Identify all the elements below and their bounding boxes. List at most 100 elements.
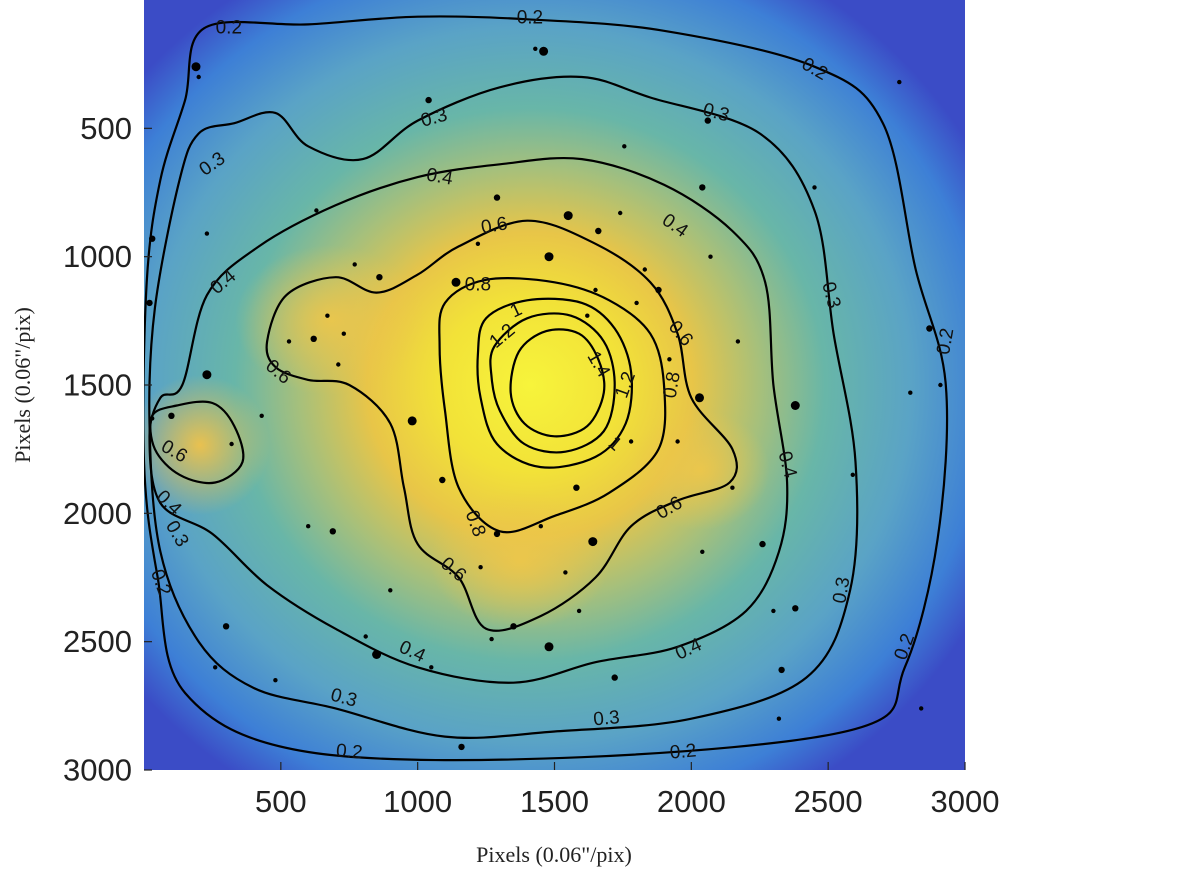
point-source [388, 588, 393, 593]
contour-label-text: 0.2 [335, 740, 363, 763]
point-source [771, 608, 776, 614]
contour-level-0-8-5 [438, 277, 667, 534]
point-sources [146, 46, 943, 751]
point-source [146, 299, 153, 307]
point-source [595, 227, 602, 235]
contour-label-text: 0.3 [592, 707, 620, 730]
point-source [493, 194, 501, 201]
y-tick-label: 2500 [63, 624, 132, 659]
point-source [538, 524, 543, 529]
point-source [563, 570, 568, 575]
contour-label: 0.4 [425, 164, 455, 189]
point-source [489, 636, 494, 642]
point-source [634, 300, 639, 306]
point-source [655, 286, 662, 294]
point-source [325, 313, 330, 318]
point-source [229, 441, 234, 447]
heat-blob-east [630, 410, 770, 530]
point-source [735, 339, 741, 344]
contour-label: 0.2 [335, 740, 363, 763]
heatmap-background [144, 0, 965, 770]
point-source [314, 208, 319, 213]
point-source [759, 540, 766, 548]
contour-label-text: 0.8 [660, 370, 685, 400]
contour-label-text: 0.8 [465, 274, 491, 295]
x-axis-ticks: 500 1000 1500 2000 2500 3000 [255, 762, 999, 819]
point-source [588, 537, 598, 547]
contour-label: 0.3 [829, 575, 854, 605]
y-axis-label: Pixels (0.06"/pix) [10, 307, 35, 463]
point-source [642, 267, 647, 272]
point-source [510, 623, 517, 630]
contour-label: 0.2 [933, 327, 958, 357]
point-source [593, 287, 598, 293]
contour-label-text: 0.6 [479, 213, 509, 238]
heat-blob-northwest [235, 245, 425, 395]
point-source [919, 706, 924, 711]
point-source [475, 241, 481, 246]
point-source [926, 325, 933, 332]
point-source [310, 335, 317, 342]
x-tick-label: 2000 [657, 784, 726, 819]
contour-level-0-2-0 [144, 15, 949, 762]
point-source [792, 605, 799, 612]
point-source [533, 46, 538, 51]
point-source [149, 235, 156, 242]
point-source [585, 313, 590, 318]
point-source [850, 472, 855, 477]
point-source [407, 416, 417, 426]
contour-label: 0.2 [669, 740, 697, 763]
contour-level-1-4-8 [509, 328, 606, 438]
point-source [708, 254, 713, 259]
x-axis-label: Pixels (0.06"/pix) [476, 842, 632, 867]
point-source [539, 46, 549, 56]
contour-level-0-6-3 [265, 219, 738, 632]
point-source [812, 185, 817, 190]
point-source [191, 62, 201, 72]
point-source [544, 642, 554, 652]
contour-label-text: 0.4 [425, 164, 455, 189]
point-source [425, 96, 432, 104]
x-tick-label: 500 [255, 784, 307, 819]
point-source [897, 79, 902, 85]
contour-label: 0.2 [216, 18, 242, 39]
point-source [493, 530, 501, 538]
contour-lines [144, 15, 949, 762]
point-source [372, 650, 382, 659]
point-source [667, 357, 672, 362]
point-source [273, 678, 278, 683]
point-source [675, 439, 680, 444]
point-source [429, 665, 434, 670]
point-source [341, 331, 346, 336]
contour-level-1-2-7 [489, 312, 616, 454]
y-tick-label: 500 [80, 111, 132, 146]
point-source [622, 144, 627, 149]
point-source [458, 743, 465, 751]
point-source [700, 549, 705, 554]
point-source [202, 370, 212, 380]
point-source [352, 262, 357, 267]
x-tick-label: 1000 [383, 784, 452, 819]
point-source [286, 339, 292, 344]
y-tick-label: 2000 [63, 496, 132, 531]
contour-label: 0.6 [479, 213, 509, 238]
contour-level-0-4-2 [148, 156, 789, 684]
point-source [776, 716, 782, 721]
point-source [478, 565, 483, 570]
point-source [573, 484, 580, 491]
point-source [259, 413, 264, 418]
point-source [611, 674, 618, 681]
point-source [544, 252, 554, 262]
y-tick-label: 1500 [63, 368, 132, 403]
plot-area: 0.2 0.20.20.20.20.20.20.20.3 0.30.30.30.30… [144, 0, 965, 770]
point-source [790, 401, 800, 410]
point-source [306, 524, 311, 529]
point-source [329, 528, 336, 535]
y-tick-label: 1000 [63, 239, 132, 274]
contour-label: 0.8 [465, 274, 491, 295]
contour-label-text: 0.2 [669, 740, 697, 763]
point-source [699, 184, 706, 191]
contour-level-1-6 [476, 297, 633, 469]
y-axis-ticks: 500 1000 1500 2000 2500 3000 [63, 111, 152, 788]
